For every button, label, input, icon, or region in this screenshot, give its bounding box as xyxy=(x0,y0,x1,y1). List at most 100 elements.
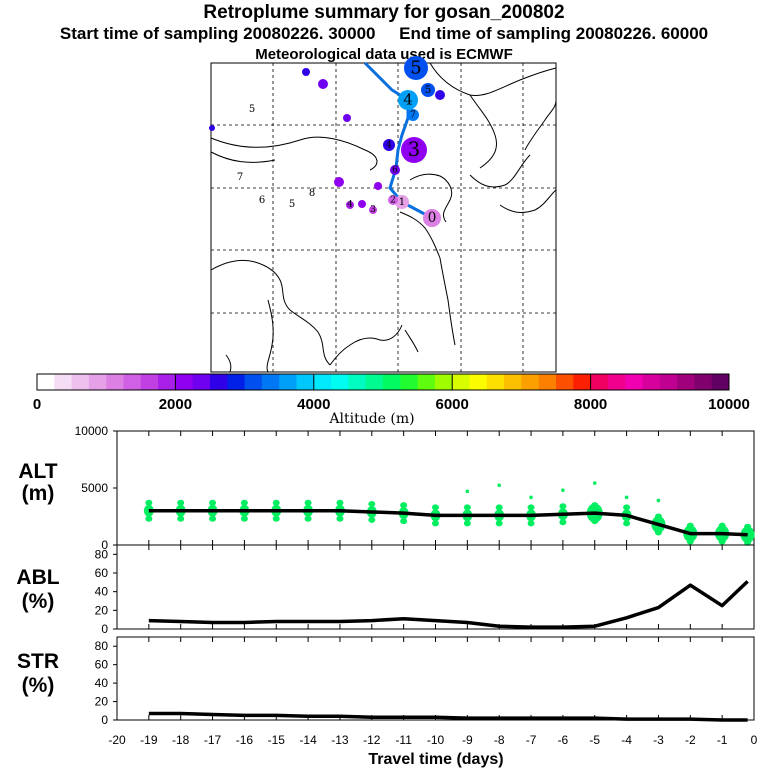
colorbar-tick-label: 10000 xyxy=(708,396,750,413)
plume-marker-dot xyxy=(346,201,354,209)
x-tick-label: -19 xyxy=(140,733,158,747)
alt-unit: (m) xyxy=(22,482,55,505)
colorbar-swatch xyxy=(452,374,470,390)
altitude-colorbar: 0 2000 4000 6000 8000 10000 Altitude (m) xyxy=(33,373,750,427)
colorbar-swatch xyxy=(227,374,246,390)
plume-marker-label: 7 xyxy=(410,111,416,121)
y-tick-label: 80 xyxy=(95,639,109,653)
plume-marker-dot xyxy=(374,182,382,190)
alt-scatter-dot xyxy=(561,488,565,493)
plume-marker-dot xyxy=(343,114,351,122)
alt-scatter-blob xyxy=(209,499,217,506)
alt-panel: 10000 5000 0 ALT(m) xyxy=(18,424,755,552)
colorbar-swatch xyxy=(348,374,367,390)
plume-marker-dot xyxy=(395,195,409,209)
colorbar-swatch xyxy=(37,374,55,390)
colorbar-swatch xyxy=(625,374,643,390)
plume-marker-label: 4 xyxy=(403,91,413,109)
plume-marker: 5 xyxy=(421,83,435,97)
x-tick-label: -11 xyxy=(395,733,412,747)
colorbar-swatch xyxy=(210,374,228,390)
time-series-panels: 1000050000ALT(m)806040200ABL(%)806040200… xyxy=(16,424,757,768)
plume-marker-label: 4 xyxy=(386,141,392,151)
alt-scatter-dot xyxy=(656,498,661,503)
abl-frame xyxy=(116,544,755,630)
colorbar-swatch xyxy=(71,374,90,390)
alt-scatter-blob xyxy=(177,515,185,522)
plume-marker-dot xyxy=(407,109,419,121)
alt-scatter-dot xyxy=(529,495,533,500)
alt-scatter-dot xyxy=(624,495,629,500)
x-tick-label: -3 xyxy=(653,733,664,747)
alt-scatter-blob xyxy=(623,504,631,511)
x-tick-label: -6 xyxy=(558,733,569,747)
alt-scatter-blob xyxy=(432,504,439,511)
alt-scatter-blob xyxy=(432,520,439,527)
plume-marker: 7 xyxy=(407,109,419,121)
plume-marker: 4 xyxy=(398,90,418,110)
alt-scatter-blob xyxy=(304,499,312,506)
colorbar-swatch xyxy=(486,374,505,390)
y-tick-label: 60 xyxy=(95,658,109,672)
colorbar-swatch xyxy=(313,374,332,390)
alt-scatter-blob xyxy=(336,515,344,522)
plume-marker-label: 8 xyxy=(309,188,315,199)
abl-label: ABL xyxy=(16,566,59,589)
colorbar-swatch xyxy=(556,374,574,390)
x-tick-label: 0 xyxy=(751,733,758,747)
colorbar-swatch xyxy=(417,374,436,390)
colorbar-swatch xyxy=(659,374,678,390)
x-tick-label: -13 xyxy=(331,733,349,747)
colorbar-swatch xyxy=(504,374,522,390)
plume-marker-dot xyxy=(388,195,398,205)
colorbar-swatch xyxy=(140,374,159,390)
abl-panel: 80 60 40 20 0 ABL(%) xyxy=(16,544,755,636)
end-time-label: End time of sampling 20080226. 60000 xyxy=(399,24,709,43)
plume-marker: 4 xyxy=(383,139,395,151)
alt-series-line xyxy=(148,509,748,537)
alt-scatter-blob xyxy=(368,516,376,523)
x-axis-label: Travel time (days) xyxy=(368,751,503,768)
colorbar-swatch xyxy=(261,374,280,390)
colorbar-swatch xyxy=(400,374,419,390)
alt-scatter-dot xyxy=(592,481,597,485)
alt-scatter-blob xyxy=(744,523,752,530)
colorbar-swatch xyxy=(54,374,73,390)
x-tick-label: -8 xyxy=(494,733,505,747)
plume-marker-dot xyxy=(302,68,310,76)
colorbar-swatch xyxy=(642,374,661,390)
alt-scatter-blob xyxy=(591,502,599,509)
colorbar-tick-label: 8000 xyxy=(574,396,607,413)
alt-scatter-blob xyxy=(209,515,217,522)
colorbar-axis-label: Altitude (m) xyxy=(328,411,414,427)
x-tick-label: -14 xyxy=(299,733,317,747)
y-tick-label: 20 xyxy=(95,695,109,709)
colorbar-swatch xyxy=(296,374,315,390)
coastlines xyxy=(210,62,557,373)
abl-unit: (%) xyxy=(22,590,55,613)
x-tick-label: -7 xyxy=(526,733,537,747)
colorbar-tick-label: 6000 xyxy=(436,396,469,413)
plume-marker-dot xyxy=(423,209,441,227)
colorbar-swatch xyxy=(573,374,592,390)
x-tick-label: -20 xyxy=(108,733,126,747)
alt-scatter-blob xyxy=(591,518,599,525)
str-series-line xyxy=(148,711,748,722)
plume-marker-label: 5 xyxy=(249,104,255,115)
x-tick-label: -5 xyxy=(589,733,600,747)
sampling-times: Start time of sampling 20080226. 30000 E… xyxy=(0,24,768,44)
alt-scatter-blob xyxy=(559,503,567,510)
plume-marker-label: 3 xyxy=(408,138,420,161)
alt-scatter-blob xyxy=(336,499,344,506)
colorbar-swatch xyxy=(244,374,263,390)
y-tick-label: 10000 xyxy=(75,424,109,438)
colorbar-swatch xyxy=(192,374,211,390)
str-unit: (%) xyxy=(22,674,55,697)
str-label: STR xyxy=(17,650,59,673)
alt-scatter-blob xyxy=(527,520,535,527)
plume-marker: 5 xyxy=(404,56,428,80)
plume-marker-label: 5 xyxy=(410,57,421,78)
alt-scatter-blob xyxy=(272,499,280,506)
